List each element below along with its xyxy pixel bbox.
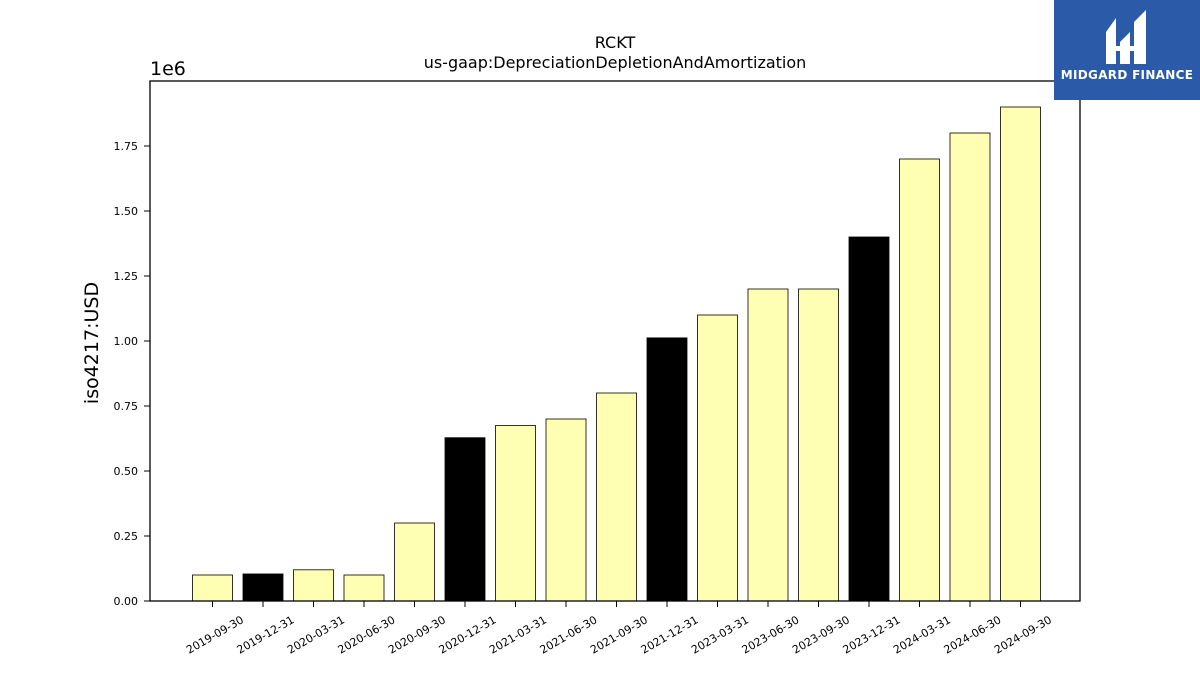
bar xyxy=(545,418,587,602)
plot-frame xyxy=(149,80,1081,602)
y-tick-label: 0.00 xyxy=(114,595,139,608)
bars-group xyxy=(192,106,1041,602)
bar xyxy=(697,314,738,602)
bar xyxy=(242,573,284,602)
y-tick-label: 1.75 xyxy=(114,140,139,153)
bar xyxy=(192,574,233,602)
bar xyxy=(798,288,839,602)
y-scale-label: 1e6 xyxy=(150,58,186,80)
bar xyxy=(646,337,688,602)
y-tick-label: 1.50 xyxy=(114,205,139,218)
y-tick-label: 1.25 xyxy=(114,270,139,283)
bar xyxy=(848,236,890,602)
y-tick-label: 0.75 xyxy=(114,400,139,413)
bar xyxy=(596,392,637,602)
chart-title: RCKT xyxy=(595,33,636,52)
brand-name: MIDGARD FINANCE xyxy=(1060,68,1194,82)
x-tick-label: 2024-09-30 xyxy=(992,613,1054,656)
x-axis-ticks: 2019-09-302019-12-312020-03-312020-06-30… xyxy=(184,601,1054,657)
y-axis-ticks: 0.00 0.25 0.50 0.75 1.00 1.25 1.50 1.75 xyxy=(114,140,150,608)
bar xyxy=(1000,106,1041,602)
bar xyxy=(394,522,435,602)
midgard-logo-icon xyxy=(1106,10,1146,64)
y-tick-label: 0.50 xyxy=(114,465,139,478)
bar xyxy=(899,158,940,602)
bar xyxy=(949,132,991,602)
bar xyxy=(495,425,536,602)
bar xyxy=(293,569,334,602)
chart-subtitle: us-gaap:DepreciationDepletionAndAmortiza… xyxy=(424,53,807,72)
brand-logo: MIDGARD FINANCE xyxy=(1054,0,1200,100)
bar xyxy=(444,437,486,602)
bar xyxy=(747,288,789,602)
y-axis-label: iso4217:USD xyxy=(81,282,103,404)
y-tick-label: 0.25 xyxy=(114,530,139,543)
bar xyxy=(343,574,385,602)
y-tick-label: 1.00 xyxy=(114,335,139,348)
